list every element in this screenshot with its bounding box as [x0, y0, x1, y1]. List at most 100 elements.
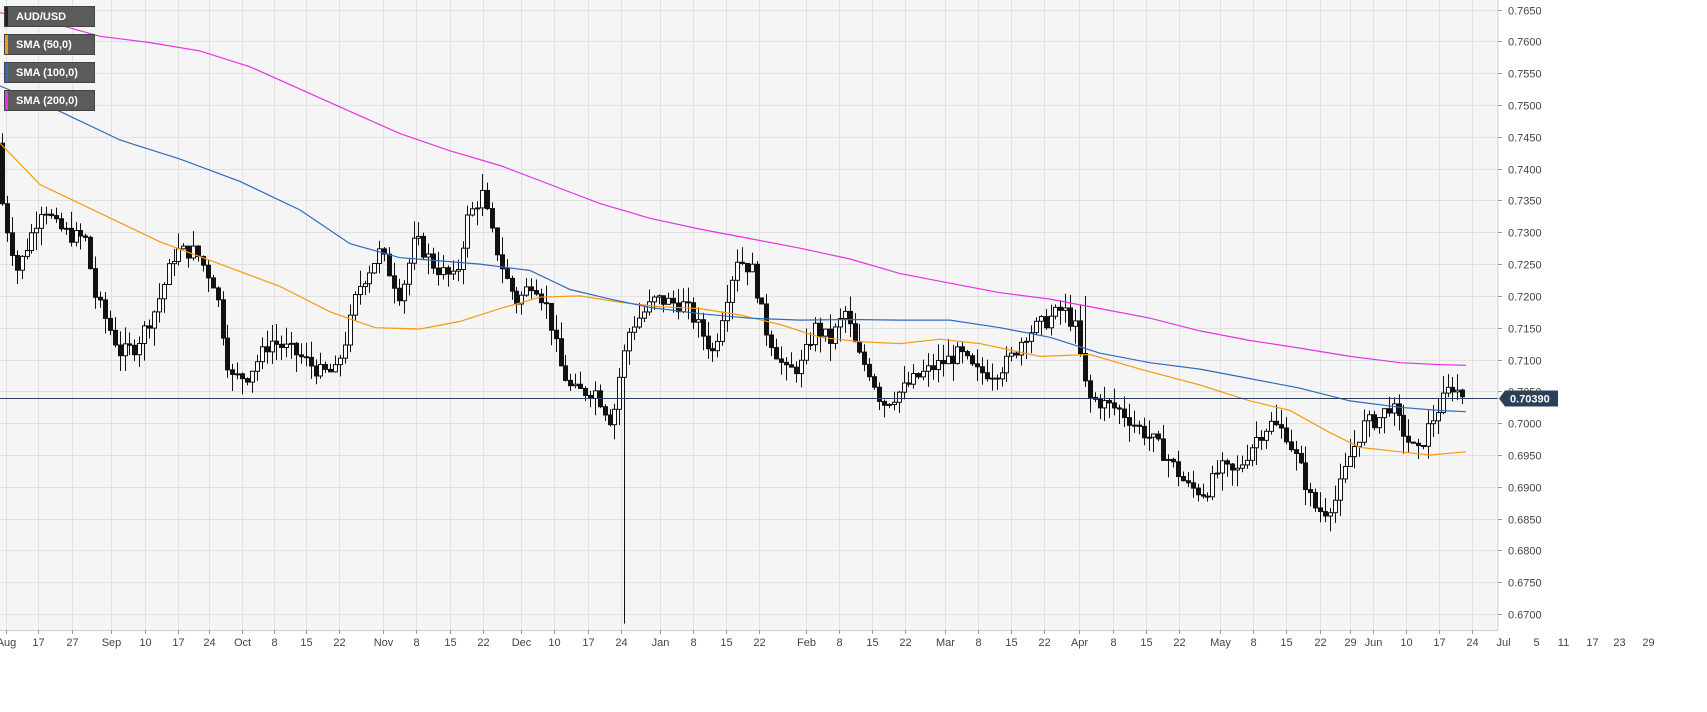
y-tick-label: 0.7650 — [1508, 6, 1542, 18]
y-tick-label: 0.7300 — [1508, 228, 1542, 240]
candle-bull — [1004, 355, 1009, 374]
candle-bear — [201, 256, 206, 266]
candle-bull — [632, 326, 637, 333]
x-tick-label: 15 — [1005, 637, 1017, 649]
x-tick-label: 8 — [1250, 637, 1256, 649]
candle-bear — [1313, 492, 1318, 509]
legend-swatch — [5, 35, 8, 54]
candle-bull — [333, 364, 338, 373]
candle-bear — [1230, 463, 1235, 471]
candle-bull — [1166, 458, 1171, 461]
candle-bear — [59, 218, 64, 230]
candle-bear — [740, 261, 745, 264]
candle-bull — [270, 340, 275, 353]
candle-bear — [1112, 402, 1117, 409]
candle-bear — [1274, 420, 1279, 426]
candle-bull — [799, 359, 804, 375]
x-tick-label: 8 — [836, 637, 842, 649]
y-tick-label: 0.6800 — [1508, 546, 1542, 558]
x-tick-label: 10 — [548, 637, 560, 649]
candle-bear — [314, 365, 319, 377]
candle-bear — [970, 355, 975, 365]
candle-bear — [211, 277, 216, 289]
legend-item-sma200[interactable]: SMA (200,0) — [4, 90, 95, 111]
candle-bull — [25, 250, 30, 257]
candle-bear — [789, 364, 794, 368]
candle-bear — [1117, 407, 1122, 410]
candle-bear — [1397, 403, 1402, 416]
y-tick-label: 0.7400 — [1508, 165, 1542, 177]
candle-bear — [774, 347, 779, 360]
x-tick-label: 24 — [615, 637, 627, 649]
candle-bull — [1382, 408, 1387, 419]
candle-bear — [755, 263, 760, 299]
candle-bear — [544, 302, 549, 305]
candle-bear — [436, 267, 441, 276]
legend-item-sma50[interactable]: SMA (50,0) — [4, 34, 95, 55]
candle-bull — [1446, 386, 1451, 394]
candle-bull — [250, 370, 255, 383]
candle-bull — [1235, 467, 1240, 471]
x-tick-label: 15 — [444, 637, 456, 649]
candle-bull — [843, 310, 848, 320]
x-tick-label: Oct — [234, 637, 251, 649]
candle-bear — [245, 378, 250, 383]
x-tick-label: 15 — [866, 637, 878, 649]
candle-bull — [407, 262, 412, 285]
x-tick-label: Dec — [512, 637, 532, 649]
x-tick-label: 22 — [899, 637, 911, 649]
candle-bear — [872, 376, 877, 388]
candle-bear — [559, 338, 564, 367]
candle-bear — [848, 310, 853, 325]
candle-bear — [0, 142, 5, 205]
candle-bear — [1411, 441, 1416, 444]
x-tick-label: 10 — [139, 637, 151, 649]
candle-bull — [1264, 430, 1269, 441]
candle-bear — [328, 368, 333, 373]
candle-bear — [240, 373, 245, 380]
candle-bear — [916, 373, 921, 378]
candle-bear — [446, 267, 451, 275]
candle-bear — [103, 299, 108, 319]
candle-bull — [176, 248, 181, 262]
candle-bear — [132, 344, 137, 356]
x-tick-label: May — [1210, 637, 1231, 649]
candle-bull — [887, 403, 892, 406]
candle-bear — [931, 365, 936, 371]
x-tick-label: 17 — [32, 637, 44, 649]
candle-bear — [1044, 316, 1049, 329]
x-tick-label: 8 — [271, 637, 277, 649]
candle-bull — [1132, 424, 1137, 427]
legend-swatch — [5, 7, 8, 26]
legend-item-audusd[interactable]: AUD/USD — [4, 6, 95, 27]
x-tick-label: 8 — [690, 637, 696, 649]
candle-bear — [294, 342, 299, 356]
candle-bear — [1289, 441, 1294, 451]
grid-lines — [0, 0, 1498, 630]
candle-bull — [637, 317, 642, 328]
candle-bull — [1024, 340, 1029, 343]
candle-bear — [745, 262, 750, 273]
candle-bull — [372, 263, 377, 274]
candle-bear — [608, 414, 613, 426]
candle-bull — [64, 227, 69, 230]
candle-bull — [1029, 332, 1034, 342]
candle-bull — [348, 314, 353, 346]
x-tick-label: 17 — [1586, 637, 1598, 649]
candle-bull — [29, 232, 34, 252]
candle-bull — [936, 359, 941, 371]
sma-line — [0, 142, 1467, 456]
x-tick-label: 10 — [1400, 637, 1412, 649]
candle-bear — [147, 325, 152, 329]
candle-bull — [804, 343, 809, 361]
candle-bull — [475, 207, 480, 210]
y-tick-label: 0.7250 — [1508, 260, 1542, 272]
candle-bear — [1421, 445, 1426, 448]
legend-item-sma100[interactable]: SMA (100,0) — [4, 62, 95, 83]
candle-bear — [603, 406, 608, 416]
candle-bear — [78, 229, 83, 237]
candle-bull — [1151, 433, 1156, 438]
candle-bull — [20, 255, 25, 271]
candle-bear — [828, 328, 833, 344]
